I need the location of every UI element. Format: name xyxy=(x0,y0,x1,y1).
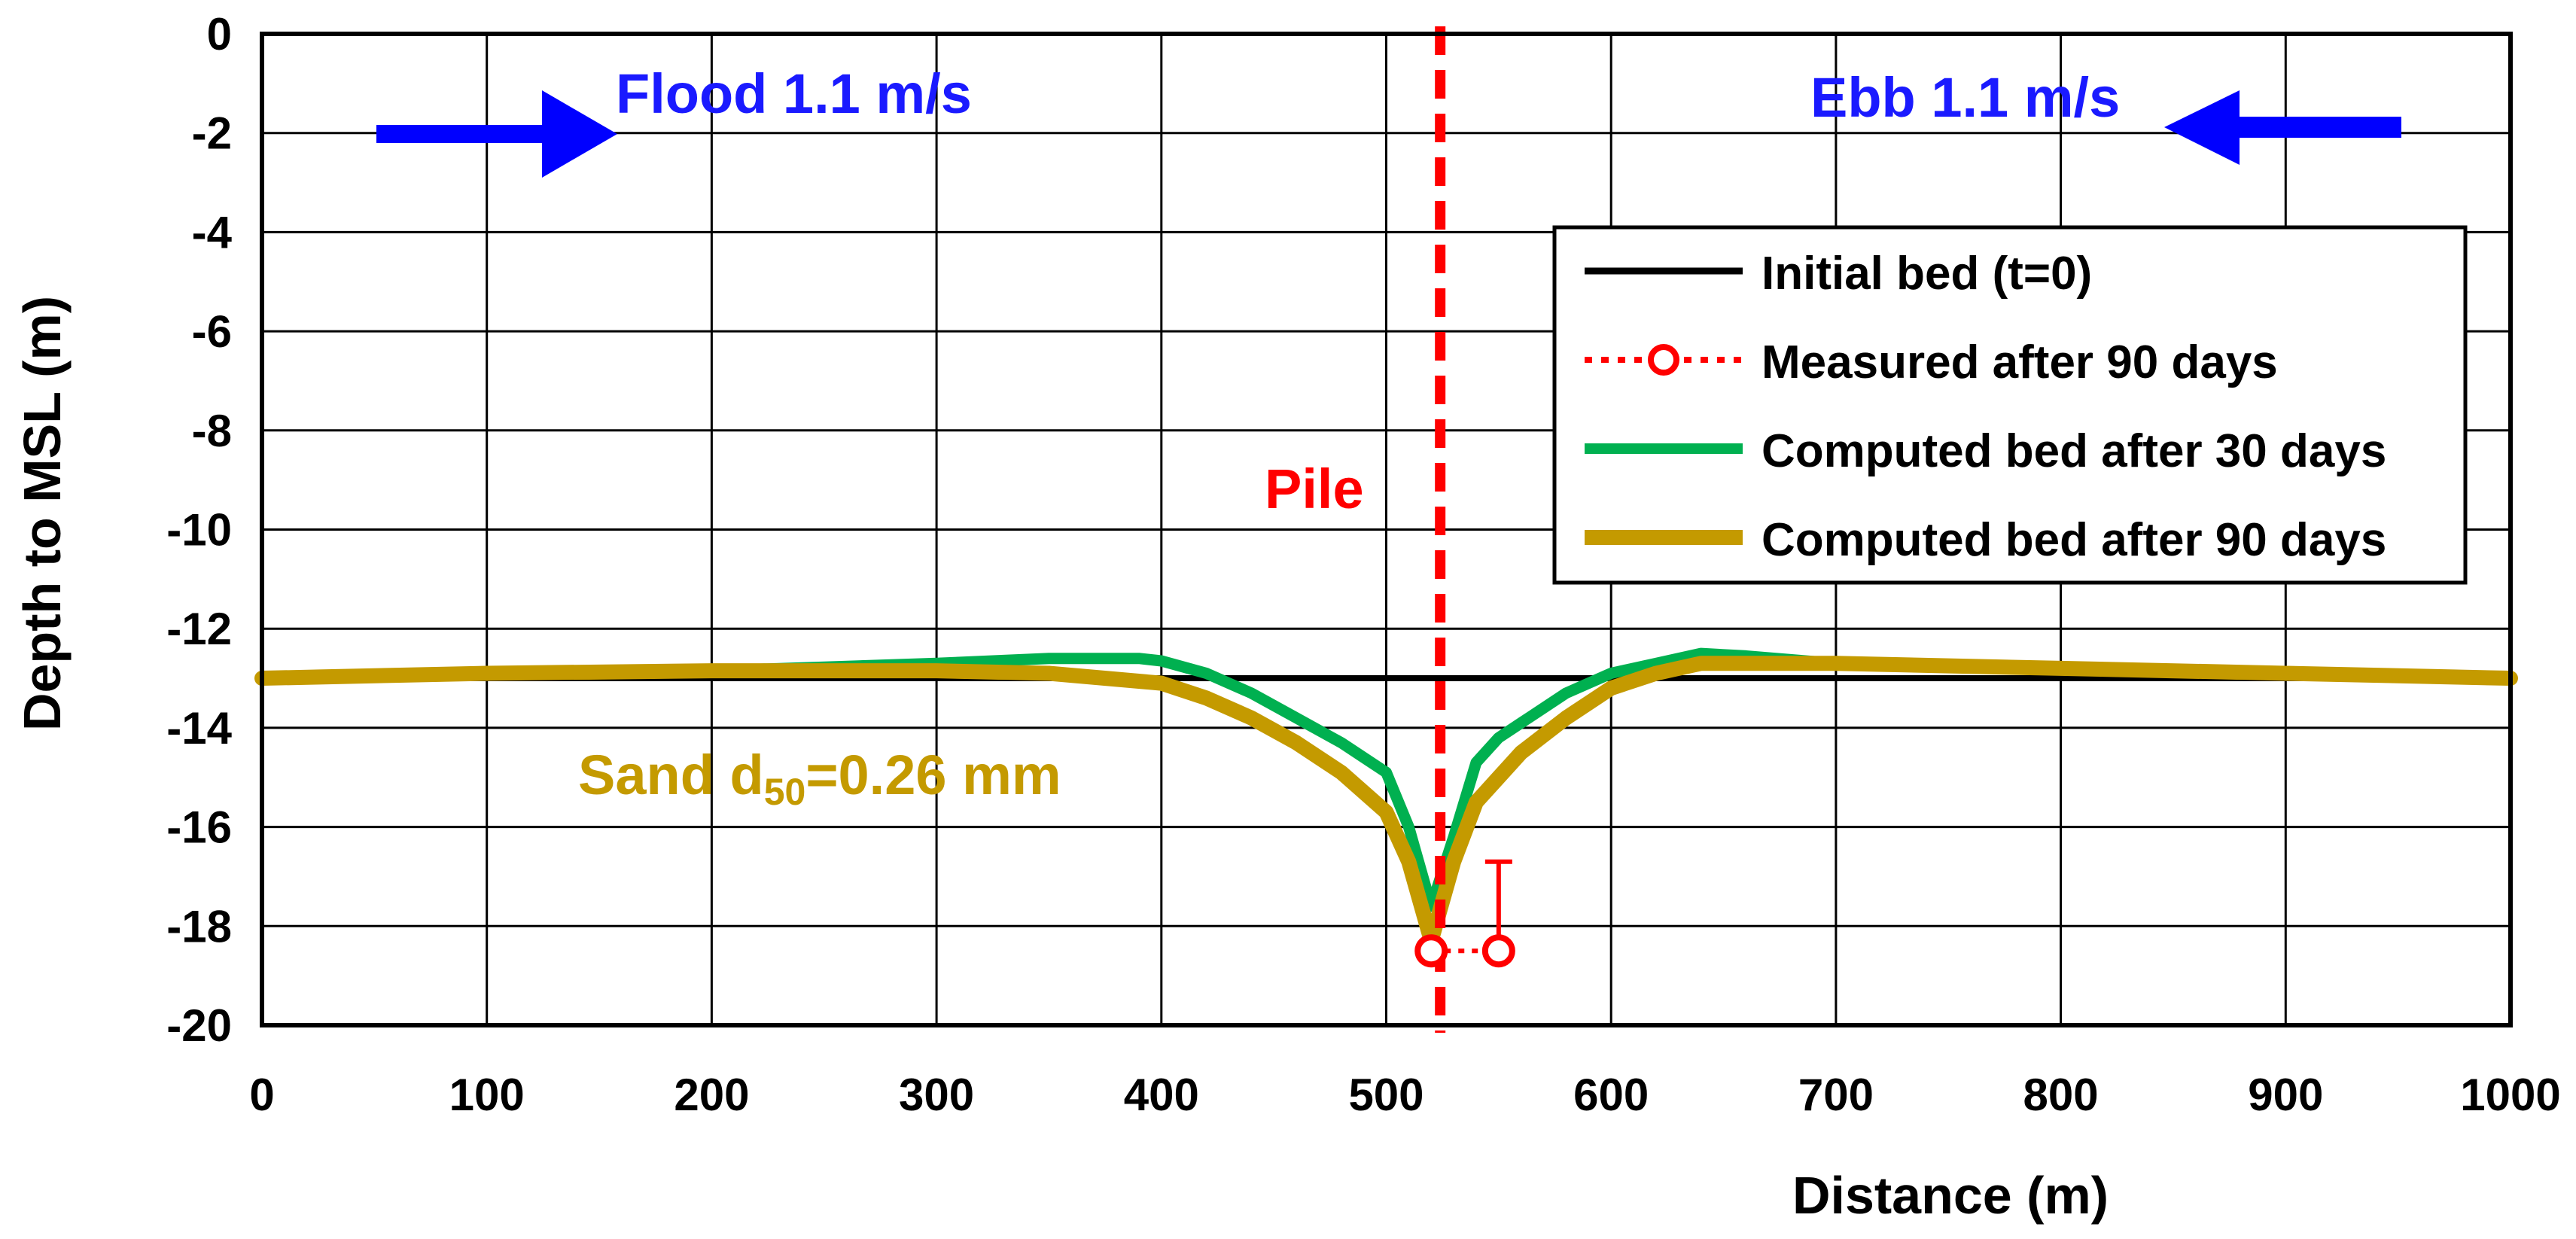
measured-point xyxy=(1414,934,1448,968)
legend-item-measured: Measured after 90 days xyxy=(1585,336,2278,388)
flood-annotation: Flood 1.1 m/s xyxy=(376,62,972,178)
x-tick-label: 400 xyxy=(1124,1070,1199,1120)
ebb-label: Ebb 1.1 m/s xyxy=(1810,66,2120,129)
sand-label-suffix: =0.26 mm xyxy=(805,744,1061,806)
x-axis-title: Distance (m) xyxy=(1792,1166,2109,1225)
y-axis-title: Depth to MSL (m) xyxy=(13,296,72,731)
pile-label: Pile xyxy=(1265,458,1364,520)
y-tick-label: -12 xyxy=(166,604,232,654)
plot-frame xyxy=(260,32,2513,1027)
legend-box xyxy=(1552,225,2468,585)
y-tick-label: -4 xyxy=(192,207,233,257)
legend-label-initial-bed: Initial bed (t=0) xyxy=(1761,248,2092,300)
legend-label-measured: Measured after 90 days xyxy=(1761,336,2278,388)
y-tick-label: -16 xyxy=(166,802,232,853)
x-tick-label: 900 xyxy=(2248,1070,2323,1120)
y-tick-label: -14 xyxy=(166,703,232,753)
y-tick-label: -20 xyxy=(166,1000,232,1051)
x-tick-label: 600 xyxy=(1573,1070,1649,1120)
x-tick-label: 200 xyxy=(674,1070,749,1120)
legend-label-computed-30: Computed bed after 30 days xyxy=(1761,425,2386,477)
y-tick-label: -2 xyxy=(192,108,232,159)
legend-item-computed-90: Computed bed after 90 days xyxy=(1585,514,2386,566)
legend: Initial bed (t=0) Measured after 90 days… xyxy=(1552,225,2468,585)
axes: 0 100 200 300 400 500 600 700 800 900 1000 0 -2 -4 -6 -… xyxy=(166,9,2560,1120)
x-tick-label: 1000 xyxy=(2460,1070,2560,1120)
y-tick-label: -10 xyxy=(166,505,232,556)
x-tick-label: 500 xyxy=(1348,1070,1423,1120)
flood-label: Flood 1.1 m/s xyxy=(616,62,972,125)
measured-point xyxy=(1481,934,1515,968)
x-tick-label: 300 xyxy=(899,1070,974,1120)
x-tick-label: 100 xyxy=(449,1070,525,1120)
y-tick-label: 0 xyxy=(207,9,232,59)
x-tick-label: 700 xyxy=(1798,1070,1874,1120)
y-tick-label: -18 xyxy=(166,901,232,951)
flood-arrow-icon xyxy=(376,90,617,178)
series-line-computed-bed-after-30-days xyxy=(256,647,2517,912)
legend-item-initial-bed: Initial bed (t=0) xyxy=(1585,248,2092,300)
sand-label-subscript: 50 xyxy=(764,771,806,813)
series-layer xyxy=(254,26,2518,1033)
legend-marker-measured xyxy=(1648,344,1679,376)
y-tick-label: -6 xyxy=(192,306,232,357)
x-tick-label: 800 xyxy=(2023,1070,2099,1120)
ebb-arrow-icon xyxy=(2164,90,2401,165)
ebb-annotation: Ebb 1.1 m/s xyxy=(1810,66,2401,165)
x-tick-label: 0 xyxy=(249,1070,274,1120)
legend-label-computed-90: Computed bed after 90 days xyxy=(1761,514,2386,566)
y-tick-label: -8 xyxy=(192,406,232,456)
sand-label: Sand d50=0.26 mm xyxy=(578,744,1061,813)
sand-label-prefix: Sand d xyxy=(578,744,764,806)
legend-item-computed-30: Computed bed after 30 days xyxy=(1585,425,2386,477)
